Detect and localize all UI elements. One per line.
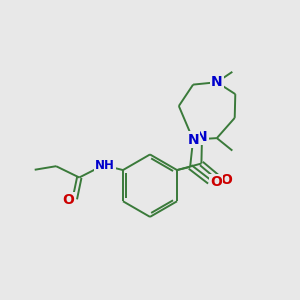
Text: N: N	[187, 133, 199, 147]
Text: O: O	[220, 172, 232, 187]
Text: O: O	[62, 194, 74, 207]
Text: N: N	[196, 130, 208, 144]
Text: O: O	[210, 175, 222, 189]
Text: N: N	[211, 75, 223, 89]
Text: NH: NH	[94, 159, 115, 172]
